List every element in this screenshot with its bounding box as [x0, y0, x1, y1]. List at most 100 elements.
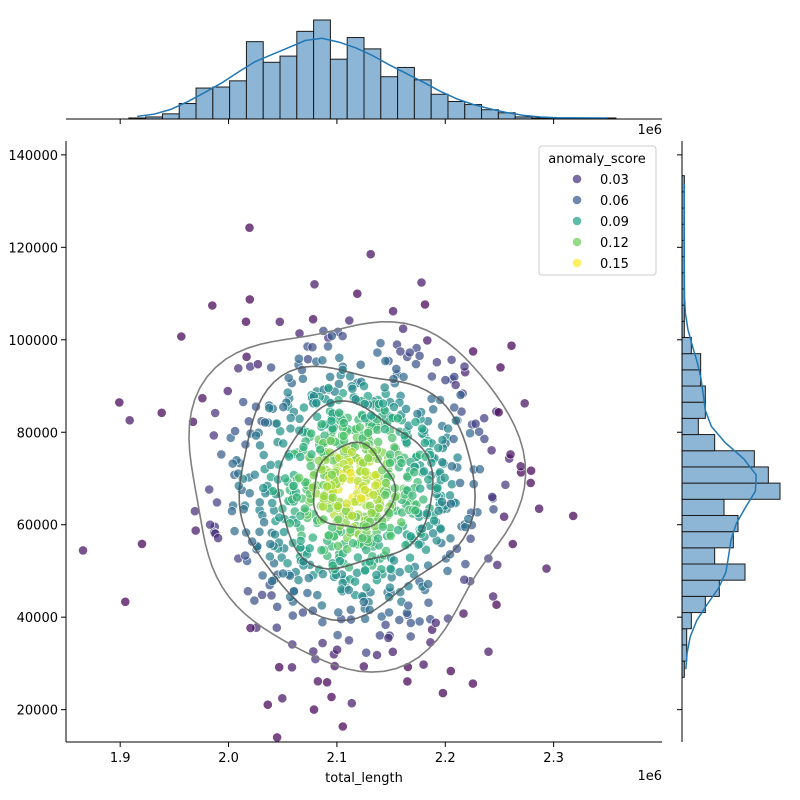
- scatter-point: [366, 508, 377, 518]
- scatter-point: [405, 531, 416, 542]
- scatter-point: [322, 481, 333, 492]
- right-marginal-histogram: [681, 175, 781, 678]
- legend-label: 0.12: [600, 236, 629, 251]
- scatter-point: [384, 592, 394, 603]
- kde-contour-line: [238, 365, 476, 622]
- legend-marker: [572, 174, 582, 184]
- right-hist-bar: [681, 531, 734, 549]
- scatter-point: [418, 659, 429, 670]
- scatter-point: [337, 473, 348, 484]
- scatter-point: [352, 288, 363, 299]
- scatter-point: [352, 567, 362, 578]
- scatter-point: [298, 442, 309, 452]
- y-tick-label: 60000: [17, 519, 58, 534]
- scatter-point: [505, 449, 516, 460]
- top-hist-bar: [178, 103, 197, 120]
- scatter-point: [309, 704, 319, 715]
- scatter-point: [404, 347, 415, 358]
- top-hist-bar: [397, 66, 415, 120]
- y-tick-label: 20000: [17, 704, 58, 719]
- scatter-point: [278, 438, 289, 449]
- scatter-point: [479, 413, 490, 424]
- scatter-point: [277, 693, 288, 704]
- legend-marker: [572, 195, 582, 205]
- scatter-point: [356, 493, 366, 504]
- scatter-point: [212, 497, 222, 508]
- scatter-point: [360, 565, 370, 576]
- scatter-point: [233, 363, 244, 374]
- scatter-point: [241, 351, 252, 362]
- scatter-point: [491, 599, 502, 610]
- scatter-point: [487, 491, 498, 502]
- scatter-point: [412, 408, 423, 419]
- scatter-point: [385, 531, 396, 541]
- scatter-point: [515, 461, 526, 472]
- scatter-point: [251, 430, 261, 441]
- scatter-point: [254, 497, 265, 508]
- legend-title: anomaly_score: [548, 152, 646, 167]
- scatter-point: [295, 510, 306, 521]
- scatter-point: [370, 480, 381, 491]
- scatter-point: [407, 490, 418, 501]
- scatter-point: [267, 576, 277, 586]
- scatter-point: [352, 552, 363, 563]
- scatter-point: [423, 560, 433, 571]
- kde-contour-line: [312, 441, 397, 529]
- top-hist-bar: [245, 41, 264, 120]
- scatter-point: [344, 315, 355, 326]
- scatter-point: [385, 563, 396, 574]
- scatter-point: [446, 479, 457, 490]
- kde-contour-line: [277, 400, 434, 570]
- scatter-point: [259, 517, 269, 528]
- scatter-point: [359, 485, 370, 495]
- scatter-point: [334, 407, 344, 418]
- scatter-point: [258, 450, 269, 460]
- x-offset-label: 1e6: [637, 769, 662, 784]
- scatter-point: [240, 439, 251, 450]
- scatter-point: [274, 662, 285, 673]
- scatter-point: [245, 623, 256, 633]
- scatter-point: [465, 533, 476, 544]
- scatter-point: [307, 342, 318, 353]
- scatter-point: [409, 467, 420, 478]
- scatter-point: [483, 646, 494, 657]
- scatter-point: [305, 461, 316, 471]
- x-tick-label: 1.9: [110, 751, 131, 766]
- scatter-point: [297, 373, 308, 384]
- scatter-point: [377, 521, 388, 532]
- scatter-point: [437, 457, 448, 468]
- scatter-point: [363, 453, 374, 464]
- scatter-point: [323, 383, 334, 393]
- scatter-point: [442, 566, 453, 576]
- scatter-point: [374, 630, 385, 641]
- top-hist-bar: [229, 80, 247, 120]
- scatter-point: [431, 357, 442, 368]
- scatter-point: [361, 647, 372, 658]
- scatter-point: [405, 552, 415, 563]
- scatter-point: [405, 631, 416, 642]
- scatter-point: [114, 397, 125, 408]
- top-hist-bar: [447, 100, 466, 120]
- scatter-point: [445, 666, 456, 676]
- scatter-point: [285, 423, 296, 434]
- scatter-point: [486, 445, 497, 456]
- scatter-point: [216, 449, 227, 460]
- scatter-point: [402, 471, 413, 482]
- scatter-point: [391, 363, 402, 374]
- scatter-point: [312, 590, 323, 600]
- scatter-point: [317, 569, 328, 579]
- legend-label: 0.09: [600, 215, 629, 230]
- scatter-point: [381, 546, 391, 556]
- scatter-point: [230, 426, 240, 436]
- scatter-point: [333, 378, 344, 389]
- scatter-point: [358, 597, 369, 607]
- scatter-point: [287, 610, 298, 621]
- scatter-point: [474, 464, 485, 475]
- scatter-point: [266, 590, 277, 601]
- right-hist-bar: [681, 482, 781, 500]
- scatter-point: [241, 316, 251, 327]
- scatter-point: [383, 633, 394, 643]
- scatter-point: [222, 386, 233, 396]
- scatter-point: [376, 611, 387, 622]
- scatter-point: [541, 563, 552, 574]
